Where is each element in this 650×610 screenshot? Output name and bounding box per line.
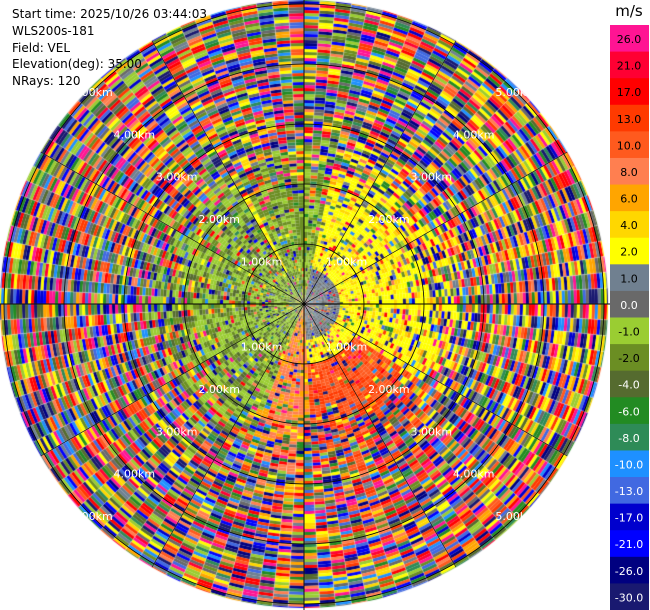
field-text: Field: VEL xyxy=(12,40,71,55)
colorbar-tick-label: -17.0 xyxy=(615,512,643,525)
ppi-plot: 1.00km 1.00km 1.00km 1.00km 2.00km 2.00km 2.00… xyxy=(0,0,610,610)
colorbar-band xyxy=(610,290,649,318)
azimuth-line xyxy=(151,40,305,305)
nrays-text: NRays: 120 xyxy=(12,74,81,89)
range-ring-label: 2.00km xyxy=(368,213,410,226)
range-ring-label: 5.00km xyxy=(71,510,113,523)
colorbar-band xyxy=(610,556,649,584)
colorbar-tick-label: 4.0 xyxy=(620,219,638,232)
range-ring-label: 3.00km xyxy=(156,171,198,184)
colorbar-tick-label: 6.0 xyxy=(620,193,638,206)
colorbar-tick-label: 1.0 xyxy=(620,272,638,285)
range-ring-label: 4.00km xyxy=(114,128,156,141)
colorbar-tick-label: -4.0 xyxy=(618,379,639,392)
azimuth-line xyxy=(303,303,568,457)
azimuth-line xyxy=(151,303,305,568)
colorbar-band xyxy=(610,344,649,372)
colorbar-tick-label: -1.0 xyxy=(618,326,639,339)
colorbar-tick-label: 17.0 xyxy=(617,86,642,99)
colorbar-tick-label: -30.0 xyxy=(615,591,643,604)
colorbar-tick-label: -21.0 xyxy=(615,538,643,551)
colorbar-tick-label: -8.0 xyxy=(618,432,639,445)
range-ring-label: 4.00km xyxy=(453,128,495,141)
colorbar-band xyxy=(610,51,649,79)
colorbar-tick-label: 2.0 xyxy=(620,246,638,259)
azimuth-line xyxy=(40,303,305,457)
range-ring-label: 1.00km xyxy=(241,340,283,353)
colorbar-band xyxy=(610,370,649,398)
colorbar-tick-label: -10.0 xyxy=(615,458,643,471)
azimuth-line xyxy=(40,151,305,305)
colorbar-tick-label: 10.0 xyxy=(617,139,642,152)
range-ring-label: 4.00km xyxy=(114,468,156,481)
colorbar: m/s 26.0 21.0 17.0 13.0 10.0 8.0 6.0 4.0 2.0 1.0 0… xyxy=(610,2,649,610)
colorbar-band xyxy=(610,184,649,212)
colorbar-tick-label: 13.0 xyxy=(617,113,642,126)
colorbar-band xyxy=(610,423,649,451)
colorbar-band xyxy=(610,157,649,186)
range-ring-label: 4.00km xyxy=(453,468,495,481)
range-ring-overlay: 1.00km 1.00km 1.00km 1.00km 2.00km 2.00km 2.00… xyxy=(0,0,610,610)
azimuth-line xyxy=(303,151,568,305)
colorbar-band xyxy=(610,317,649,345)
elevation-text: Elevation(deg): 35.00 xyxy=(12,57,142,72)
colorbar-tick-label: 0.0 xyxy=(620,299,638,312)
velocity-field-canvas xyxy=(0,0,610,610)
colorbar-tick-label: -6.0 xyxy=(618,405,639,418)
range-ring-label: 2.00km xyxy=(198,213,240,226)
colorbar-band xyxy=(610,25,649,53)
range-ring-label: 3.00km xyxy=(156,425,198,438)
range-ring-label: 1.00km xyxy=(241,256,283,269)
instrument-name: WLS200s-181 xyxy=(12,23,95,38)
colorbar-band xyxy=(610,583,649,610)
colorbar-tick-label: 26.0 xyxy=(617,33,642,46)
colorbar-band xyxy=(610,450,649,478)
range-ring-label: 2.00km xyxy=(368,383,410,396)
colorbar-band xyxy=(610,264,649,292)
colorbar-band xyxy=(610,397,649,425)
azimuth-line xyxy=(303,303,457,568)
range-ring-label: 1.00km xyxy=(326,256,368,269)
range-ring-label: 5.00km xyxy=(495,510,537,523)
colorbar-tick-label: -13.0 xyxy=(615,485,643,498)
colorbar-band xyxy=(610,237,649,265)
colorbar-tick-label: 8.0 xyxy=(620,166,638,179)
range-ring-label: 5.00km xyxy=(495,86,537,99)
colorbar-band xyxy=(610,78,649,106)
colorbar-band xyxy=(610,104,649,132)
range-ring-label: 3.00km xyxy=(410,171,452,184)
range-ring-label: 1.00km xyxy=(326,340,368,353)
scan-info: Start time: 2025/10/26 03:44:03 WLS200s-… xyxy=(12,6,207,90)
colorbar-band xyxy=(610,503,649,531)
range-ring-label: 3.00km xyxy=(410,425,452,438)
colorbar-tick-label: 21.0 xyxy=(617,60,642,73)
colorbar-band xyxy=(610,131,649,159)
colorbar-unit: m/s xyxy=(615,2,643,20)
azimuth-line xyxy=(303,40,457,305)
range-ring-label: 5.00km xyxy=(71,86,113,99)
colorbar-band xyxy=(610,530,649,558)
colorbar-band xyxy=(610,211,649,239)
range-ring-label: 2.00km xyxy=(198,383,240,396)
colorbar-tick-label: -2.0 xyxy=(618,352,639,365)
colorbar-band xyxy=(610,477,649,505)
colorbar-tick-label: -26.0 xyxy=(615,565,643,578)
start-time-text: Start time: 2025/10/26 03:44:03 xyxy=(12,7,207,21)
